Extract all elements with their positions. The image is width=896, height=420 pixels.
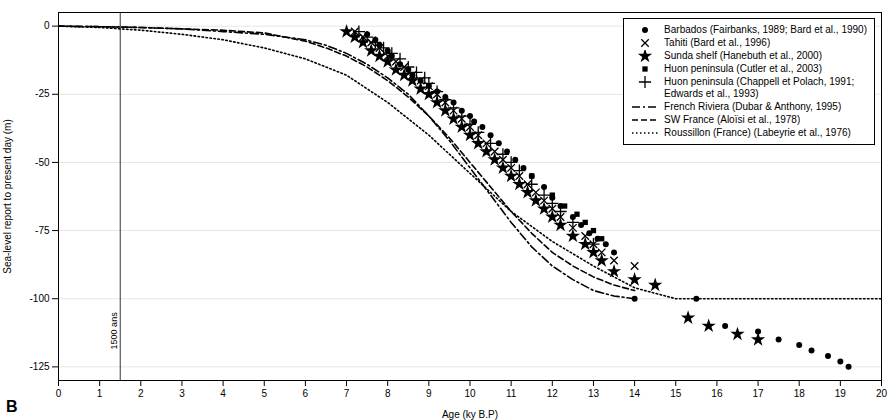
svg-text:2: 2 (138, 388, 144, 399)
svg-text:16: 16 (711, 388, 723, 399)
html-text:French Riviera (Dubar & Anthon: French Riviera (Dubar & Anthony, 1995) (664, 101, 842, 112)
html-text:Tahiti (Bard et al., 1996): Tahiti (Bard et al., 1996) (664, 37, 771, 48)
svg-text:14: 14 (629, 388, 641, 399)
html-text:Roussillon (France) (Labeyrie: Roussillon (France) (Labeyrie et al., 19… (664, 127, 851, 138)
svg-text:7: 7 (344, 388, 350, 399)
svg-text:1: 1 (97, 388, 103, 399)
svg-text:20: 20 (876, 388, 888, 399)
svg-text:-50: -50 (35, 157, 50, 168)
svg-text:0: 0 (44, 20, 50, 31)
svg-text:15: 15 (670, 388, 682, 399)
html-text:Sunda shelf (Hanebuth et al.,: Sunda shelf (Hanebuth et al., 2000) (664, 50, 822, 61)
svg-text:6: 6 (303, 388, 309, 399)
svg-text:17: 17 (752, 388, 764, 399)
svg-text:19: 19 (835, 388, 847, 399)
svg-text:10: 10 (464, 388, 476, 399)
svg-text:Age (ky B.P): Age (ky B.P) (442, 409, 498, 420)
svg-text:0: 0 (56, 388, 62, 399)
svg-text:-75: -75 (35, 225, 50, 236)
html-text:B: B (6, 398, 18, 415)
svg-text:11: 11 (506, 388, 517, 399)
svg-text:8: 8 (385, 388, 391, 399)
svg-text:Sea-level report to present da: Sea-level report to present day (m) (2, 119, 13, 274)
svg-text:5: 5 (261, 388, 267, 399)
svg-text:-100: -100 (29, 293, 49, 304)
svg-text:-125: -125 (29, 361, 49, 372)
svg-text:13: 13 (588, 388, 600, 399)
svg-text:3: 3 (179, 388, 185, 399)
svg-text:4: 4 (220, 388, 226, 399)
svg-text:12: 12 (547, 388, 559, 399)
svg-text:9: 9 (426, 388, 432, 399)
svg-text:18: 18 (794, 388, 806, 399)
html-text:Huon peninsula (Chappell et Po: Huon peninsula (Chappell et Polach, 1991… (664, 76, 855, 99)
html-text:SW France (Aloïsi et al., 1978: SW France (Aloïsi et al., 1978) (664, 114, 801, 125)
svg-text:-25: -25 (35, 88, 50, 99)
html-text:Barbados (Fairbanks, 1989; Bar: Barbados (Fairbanks, 1989; Bard et al., … (664, 24, 867, 35)
svg-text:1500 ans: 1500 ans (109, 312, 119, 350)
html-text:Huon peninsula (Cutler et al.,: Huon peninsula (Cutler et al., 2003) (664, 63, 822, 74)
